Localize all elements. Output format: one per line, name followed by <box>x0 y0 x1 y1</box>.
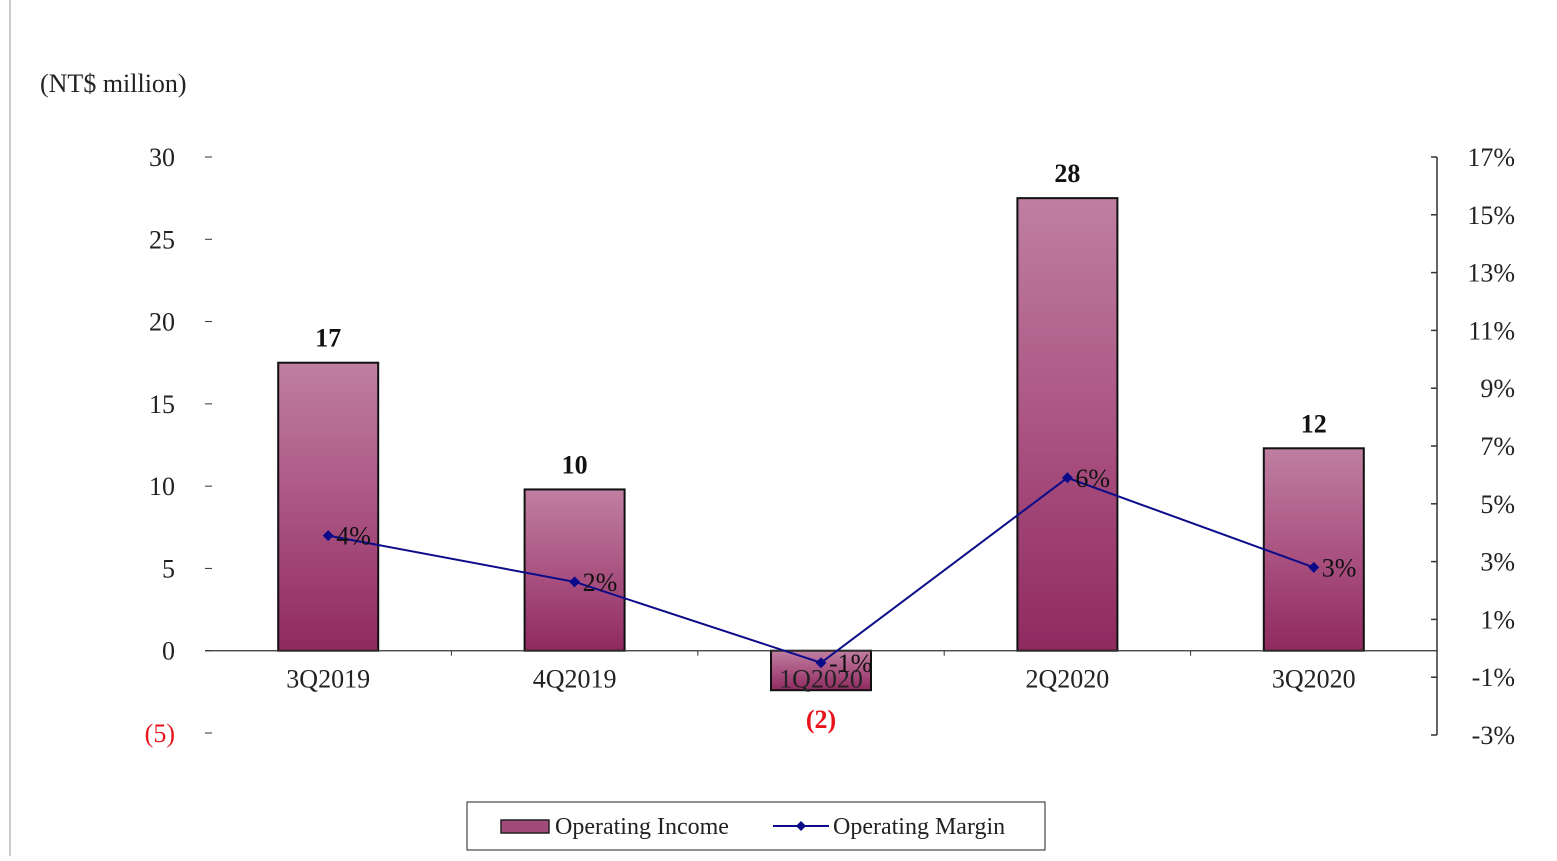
right-axis: 17% 15% 13% 11% 9% 7% 5% 3% 1% -1% -3% <box>1431 143 1515 750</box>
margin-value-label: -1% <box>829 649 872 678</box>
category-label: 3Q2019 <box>286 665 370 694</box>
left-axis-tick-label: 5 <box>162 554 175 583</box>
operating-margin-marker <box>1308 561 1320 573</box>
operating-income-bar <box>277 361 380 652</box>
operating-margin-line <box>328 476 1315 664</box>
bar-value-label: 17 <box>315 324 341 353</box>
operating-margin-marker <box>322 530 334 542</box>
margin-value-label: 3% <box>1322 553 1357 582</box>
legend-line-label: Operating Margin <box>833 814 1005 840</box>
right-axis-tick-label: 13% <box>1467 259 1515 288</box>
right-axis-tick-label: 7% <box>1480 432 1515 461</box>
right-axis-tick-label: 17% <box>1467 143 1515 172</box>
left-axis-tick-label: 0 <box>162 637 175 666</box>
bar-value-label: 10 <box>562 450 588 479</box>
legend-line-marker <box>796 821 806 831</box>
right-axis-tick-label: 1% <box>1480 605 1515 634</box>
category-label: 3Q2020 <box>1272 665 1356 694</box>
unit-label: (NT$ million) <box>40 69 187 98</box>
data-labels: 17 10 (2) 28 12 4% 2% -1% 6% 3% <box>315 159 1356 734</box>
margin-value-label: 6% <box>1075 464 1110 493</box>
right-axis-tick-label: 9% <box>1480 374 1515 403</box>
category-label: 4Q2019 <box>533 665 617 694</box>
legend-bar-swatch <box>500 819 550 834</box>
operating-margin-marker <box>569 576 581 588</box>
category-label: 1Q2020 <box>779 665 863 694</box>
margin-line-series <box>322 472 1320 669</box>
legend-bar-label: Operating Income <box>555 814 729 840</box>
operating-income-bar <box>1016 197 1119 652</box>
right-axis-tick-label: -1% <box>1472 663 1515 692</box>
right-axis-tick-label: 3% <box>1480 548 1515 577</box>
operating-income-bar <box>523 488 626 652</box>
bar-series <box>277 197 1365 692</box>
left-axis-tick-label: 10 <box>149 472 175 501</box>
left-axis-tick-label: 15 <box>149 390 175 419</box>
left-axis-tick-label: (5) <box>145 719 175 748</box>
legend-box <box>466 801 1046 851</box>
right-axis-tick-label: 5% <box>1480 490 1515 519</box>
bar-value-label: (2) <box>806 705 836 734</box>
operating-margin-marker <box>815 657 827 669</box>
category-label: 2Q2020 <box>1026 665 1110 694</box>
legend: Operating Income Operating Margin <box>466 801 1046 851</box>
margin-value-label: 4% <box>336 522 371 551</box>
right-axis-tick-label: 15% <box>1467 201 1515 230</box>
operating-income-bar <box>1262 447 1365 652</box>
bar-value-label: 12 <box>1301 409 1327 438</box>
margin-value-label: 2% <box>583 568 618 597</box>
left-axis: 30 25 20 15 10 5 0 (5) <box>145 143 212 748</box>
left-axis-tick-label: 20 <box>149 308 175 337</box>
left-axis-tick-label: 25 <box>149 225 175 254</box>
right-axis-tick-label: -3% <box>1472 721 1515 750</box>
x-axis: 3Q2019 4Q2019 1Q2020 2Q2020 3Q2020 <box>205 650 1437 694</box>
operating-margin-marker <box>1061 472 1073 484</box>
right-axis-tick-label: 11% <box>1468 316 1515 345</box>
bar-value-label: 28 <box>1054 159 1080 188</box>
left-axis-tick-label: 30 <box>149 143 175 172</box>
